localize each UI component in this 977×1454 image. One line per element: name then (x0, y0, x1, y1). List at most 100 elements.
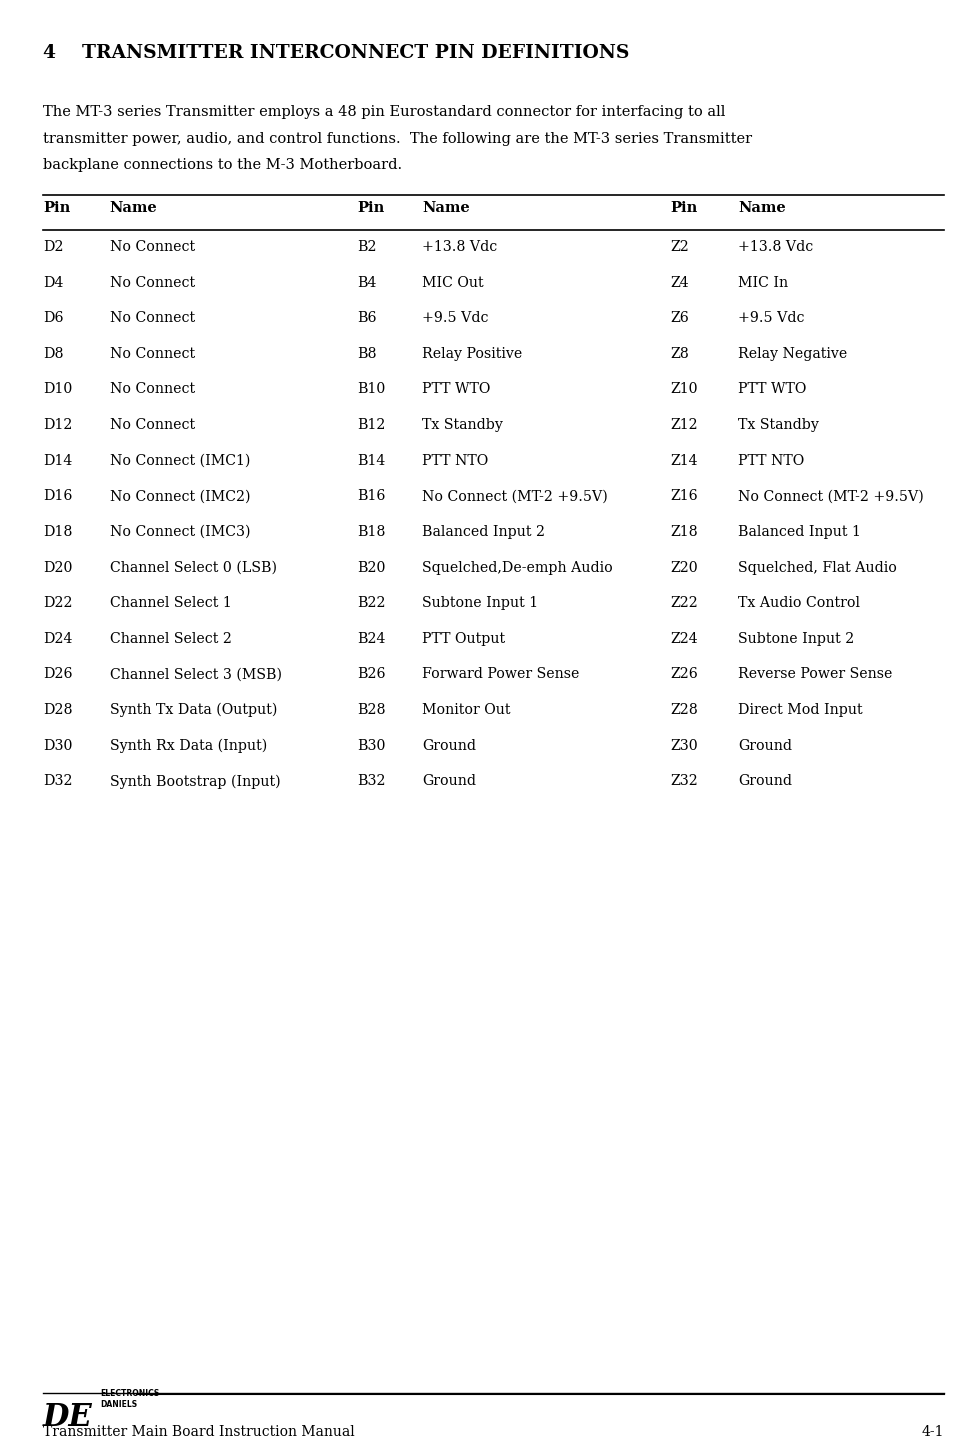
Text: Tx Standby: Tx Standby (422, 419, 503, 432)
Text: Channel Select 2: Channel Select 2 (109, 632, 232, 646)
Text: No Connect: No Connect (109, 275, 194, 289)
Text: Z32: Z32 (669, 774, 697, 788)
Text: B24: B24 (357, 632, 385, 646)
Text: B16: B16 (357, 489, 385, 503)
Text: Z28: Z28 (669, 704, 697, 717)
Text: No Connect: No Connect (109, 311, 194, 326)
Text: Ground: Ground (738, 739, 791, 753)
Text: No Connect: No Connect (109, 240, 194, 254)
Text: D12: D12 (43, 419, 72, 432)
Text: B28: B28 (357, 704, 385, 717)
Text: Channel Select 0 (LSB): Channel Select 0 (LSB) (109, 561, 276, 574)
Text: B18: B18 (357, 525, 385, 539)
Text: Relay Positive: Relay Positive (422, 346, 523, 361)
Text: D16: D16 (43, 489, 72, 503)
Text: D18: D18 (43, 525, 72, 539)
Text: Name: Name (109, 201, 157, 215)
Text: Channel Select 1: Channel Select 1 (109, 596, 231, 611)
Text: B32: B32 (357, 774, 385, 788)
Text: D20: D20 (43, 561, 72, 574)
Text: No Connect: No Connect (109, 346, 194, 361)
Text: Synth Rx Data (Input): Synth Rx Data (Input) (109, 739, 267, 753)
Text: Z16: Z16 (669, 489, 697, 503)
Text: D4: D4 (43, 275, 64, 289)
Text: Reverse Power Sense: Reverse Power Sense (738, 667, 892, 682)
Text: D32: D32 (43, 774, 72, 788)
Text: B4: B4 (357, 275, 376, 289)
Text: No Connect (IMC1): No Connect (IMC1) (109, 454, 250, 468)
Text: +13.8 Vdc: +13.8 Vdc (738, 240, 813, 254)
Text: Z6: Z6 (669, 311, 688, 326)
Text: Z14: Z14 (669, 454, 697, 468)
Text: B6: B6 (357, 311, 376, 326)
Text: D24: D24 (43, 632, 72, 646)
Text: No Connect: No Connect (109, 382, 194, 397)
Text: D30: D30 (43, 739, 72, 753)
Text: Ground: Ground (738, 774, 791, 788)
Text: Z4: Z4 (669, 275, 688, 289)
Text: Ground: Ground (422, 739, 476, 753)
Text: B8: B8 (357, 346, 376, 361)
Text: PTT Output: PTT Output (422, 632, 505, 646)
Text: PTT WTO: PTT WTO (738, 382, 806, 397)
Text: Synth Tx Data (Output): Synth Tx Data (Output) (109, 704, 276, 717)
Text: Relay Negative: Relay Negative (738, 346, 847, 361)
Text: The MT-3 series Transmitter employs a 48 pin Eurostandard connector for interfac: The MT-3 series Transmitter employs a 48… (43, 105, 725, 119)
Text: Z8: Z8 (669, 346, 688, 361)
Text: D22: D22 (43, 596, 72, 611)
Text: B12: B12 (357, 419, 385, 432)
Text: B14: B14 (357, 454, 385, 468)
Text: Squelched,De-emph Audio: Squelched,De-emph Audio (422, 561, 613, 574)
Text: Name: Name (422, 201, 470, 215)
Text: Forward Power Sense: Forward Power Sense (422, 667, 579, 682)
Text: Z2: Z2 (669, 240, 688, 254)
Text: Z20: Z20 (669, 561, 697, 574)
Text: Synth Bootstrap (Input): Synth Bootstrap (Input) (109, 774, 279, 788)
Text: Balanced Input 1: Balanced Input 1 (738, 525, 861, 539)
Text: 4    TRANSMITTER INTERCONNECT PIN DEFINITIONS: 4 TRANSMITTER INTERCONNECT PIN DEFINITIO… (43, 44, 629, 61)
Text: 4-1: 4-1 (920, 1425, 943, 1439)
Text: D10: D10 (43, 382, 72, 397)
Text: ELECTRONICS: ELECTRONICS (100, 1389, 159, 1397)
Text: MIC Out: MIC Out (422, 275, 484, 289)
Text: DANIELS: DANIELS (100, 1400, 137, 1409)
Text: B22: B22 (357, 596, 385, 611)
Text: Z22: Z22 (669, 596, 697, 611)
Text: Pin: Pin (669, 201, 697, 215)
Text: Transmitter Main Board Instruction Manual: Transmitter Main Board Instruction Manua… (43, 1425, 355, 1439)
Text: Name: Name (738, 201, 786, 215)
Text: PTT NTO: PTT NTO (738, 454, 804, 468)
Text: No Connect (MT-2 +9.5V): No Connect (MT-2 +9.5V) (422, 489, 608, 503)
Text: backplane connections to the M-3 Motherboard.: backplane connections to the M-3 Motherb… (43, 158, 402, 173)
Text: PTT WTO: PTT WTO (422, 382, 490, 397)
Text: Subtone Input 2: Subtone Input 2 (738, 632, 854, 646)
Text: PTT NTO: PTT NTO (422, 454, 488, 468)
Text: Balanced Input 2: Balanced Input 2 (422, 525, 545, 539)
Text: D26: D26 (43, 667, 72, 682)
Text: B10: B10 (357, 382, 385, 397)
Text: D2: D2 (43, 240, 64, 254)
Text: Z12: Z12 (669, 419, 697, 432)
Text: +13.8 Vdc: +13.8 Vdc (422, 240, 497, 254)
Text: DE: DE (43, 1402, 93, 1432)
Text: No Connect: No Connect (109, 419, 194, 432)
Text: Pin: Pin (43, 201, 70, 215)
Text: Z26: Z26 (669, 667, 697, 682)
Text: B30: B30 (357, 739, 385, 753)
Text: MIC In: MIC In (738, 275, 787, 289)
Text: transmitter power, audio, and control functions.  The following are the MT-3 ser: transmitter power, audio, and control fu… (43, 131, 751, 145)
Text: Monitor Out: Monitor Out (422, 704, 510, 717)
Text: No Connect (IMC2): No Connect (IMC2) (109, 489, 250, 503)
Text: +9.5 Vdc: +9.5 Vdc (422, 311, 488, 326)
Text: No Connect (MT-2 +9.5V): No Connect (MT-2 +9.5V) (738, 489, 923, 503)
Text: Subtone Input 1: Subtone Input 1 (422, 596, 538, 611)
Text: D8: D8 (43, 346, 64, 361)
Text: Channel Select 3 (MSB): Channel Select 3 (MSB) (109, 667, 281, 682)
Text: B26: B26 (357, 667, 385, 682)
Text: +9.5 Vdc: +9.5 Vdc (738, 311, 804, 326)
Text: Z18: Z18 (669, 525, 697, 539)
Text: Ground: Ground (422, 774, 476, 788)
Text: B20: B20 (357, 561, 385, 574)
Text: B2: B2 (357, 240, 376, 254)
Text: Pin: Pin (357, 201, 384, 215)
